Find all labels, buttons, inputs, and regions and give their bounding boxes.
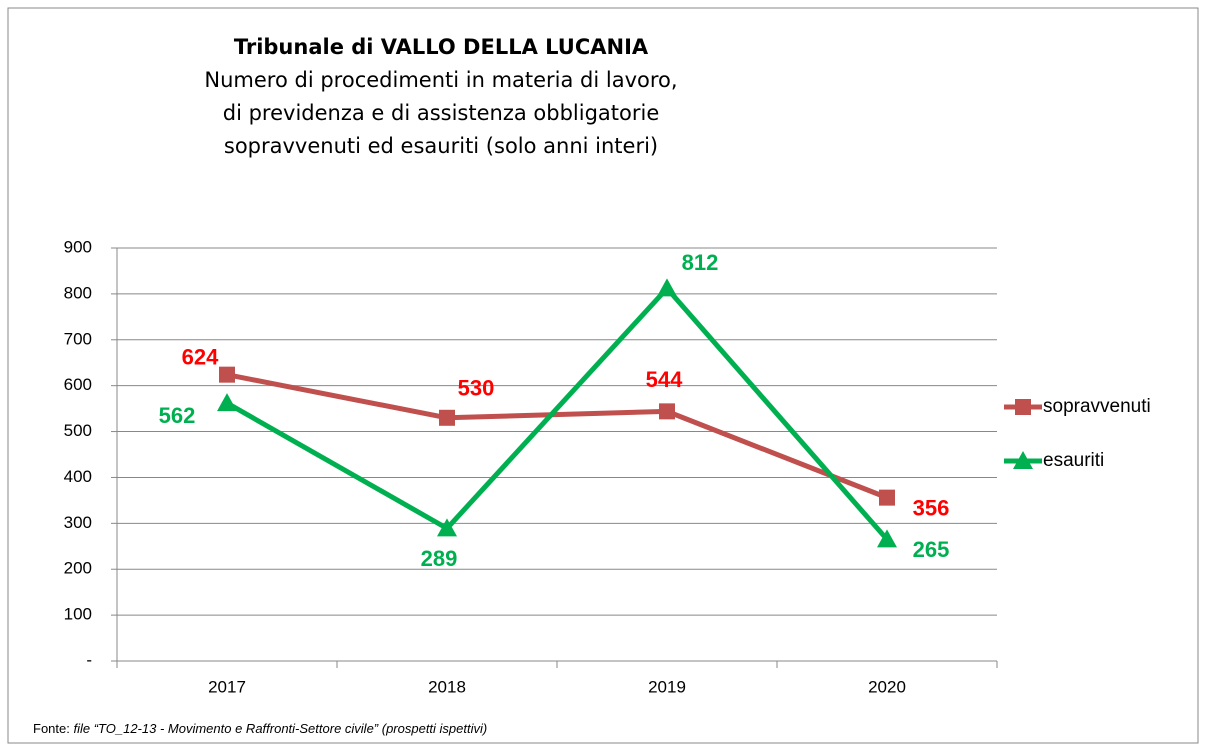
y-tick-label: 800 [64, 283, 92, 302]
x-tick-label: 2018 [428, 677, 466, 696]
marker [1015, 399, 1031, 415]
marker [659, 403, 675, 420]
data-label: 544 [646, 367, 683, 392]
marker [219, 366, 235, 383]
source-text: file “TO_12-13 - Movimento e Raffronti-S… [73, 721, 487, 736]
y-tick-label: 200 [64, 559, 92, 578]
x-tick-label: 2019 [648, 677, 686, 696]
x-tick-label: 2020 [868, 677, 906, 696]
data-label: 530 [458, 376, 495, 401]
chart-title: Tribunale di VALLO DELLA LUCANIA [234, 35, 649, 59]
marker [437, 518, 457, 537]
chart-border [7, 7, 1199, 744]
y-tick-label: 300 [64, 513, 92, 532]
data-label: 356 [913, 495, 950, 520]
x-tick-label: 2017 [208, 677, 246, 696]
data-label: 624 [182, 344, 219, 369]
chart-subtitle: di previdenza e di assistenza obbligator… [223, 101, 660, 125]
chart-subtitle: Numero di procedimenti in materia di lav… [204, 68, 677, 92]
data-label: 289 [421, 546, 458, 571]
marker [879, 489, 895, 506]
source-label: Fonte: [33, 721, 70, 736]
y-tick-label: 700 [64, 329, 92, 348]
marker [217, 393, 237, 412]
y-tick-label: 400 [64, 467, 92, 486]
y-tick-label: 600 [64, 375, 92, 394]
marker [877, 529, 897, 548]
y-tick-label: 500 [64, 421, 92, 440]
y-tick-label: - [86, 650, 92, 669]
data-label: 562 [159, 403, 196, 428]
series-line [225, 285, 889, 542]
data-label: 812 [682, 250, 719, 275]
legend-label: esauriti [1043, 450, 1104, 471]
marker [439, 409, 455, 426]
data-label: 265 [913, 537, 950, 562]
y-tick-label: 100 [64, 605, 92, 624]
source-note: Fonte: file “TO_12-13 - Movimento e Raff… [33, 721, 487, 736]
legend-label: sopravvenuti [1043, 396, 1151, 417]
series-line [226, 372, 888, 500]
y-tick-label: 900 [64, 237, 92, 256]
chart-subtitle: sopravvenuti ed esauriti (solo anni inte… [224, 134, 658, 158]
marker [657, 278, 677, 297]
marker [1013, 451, 1033, 469]
